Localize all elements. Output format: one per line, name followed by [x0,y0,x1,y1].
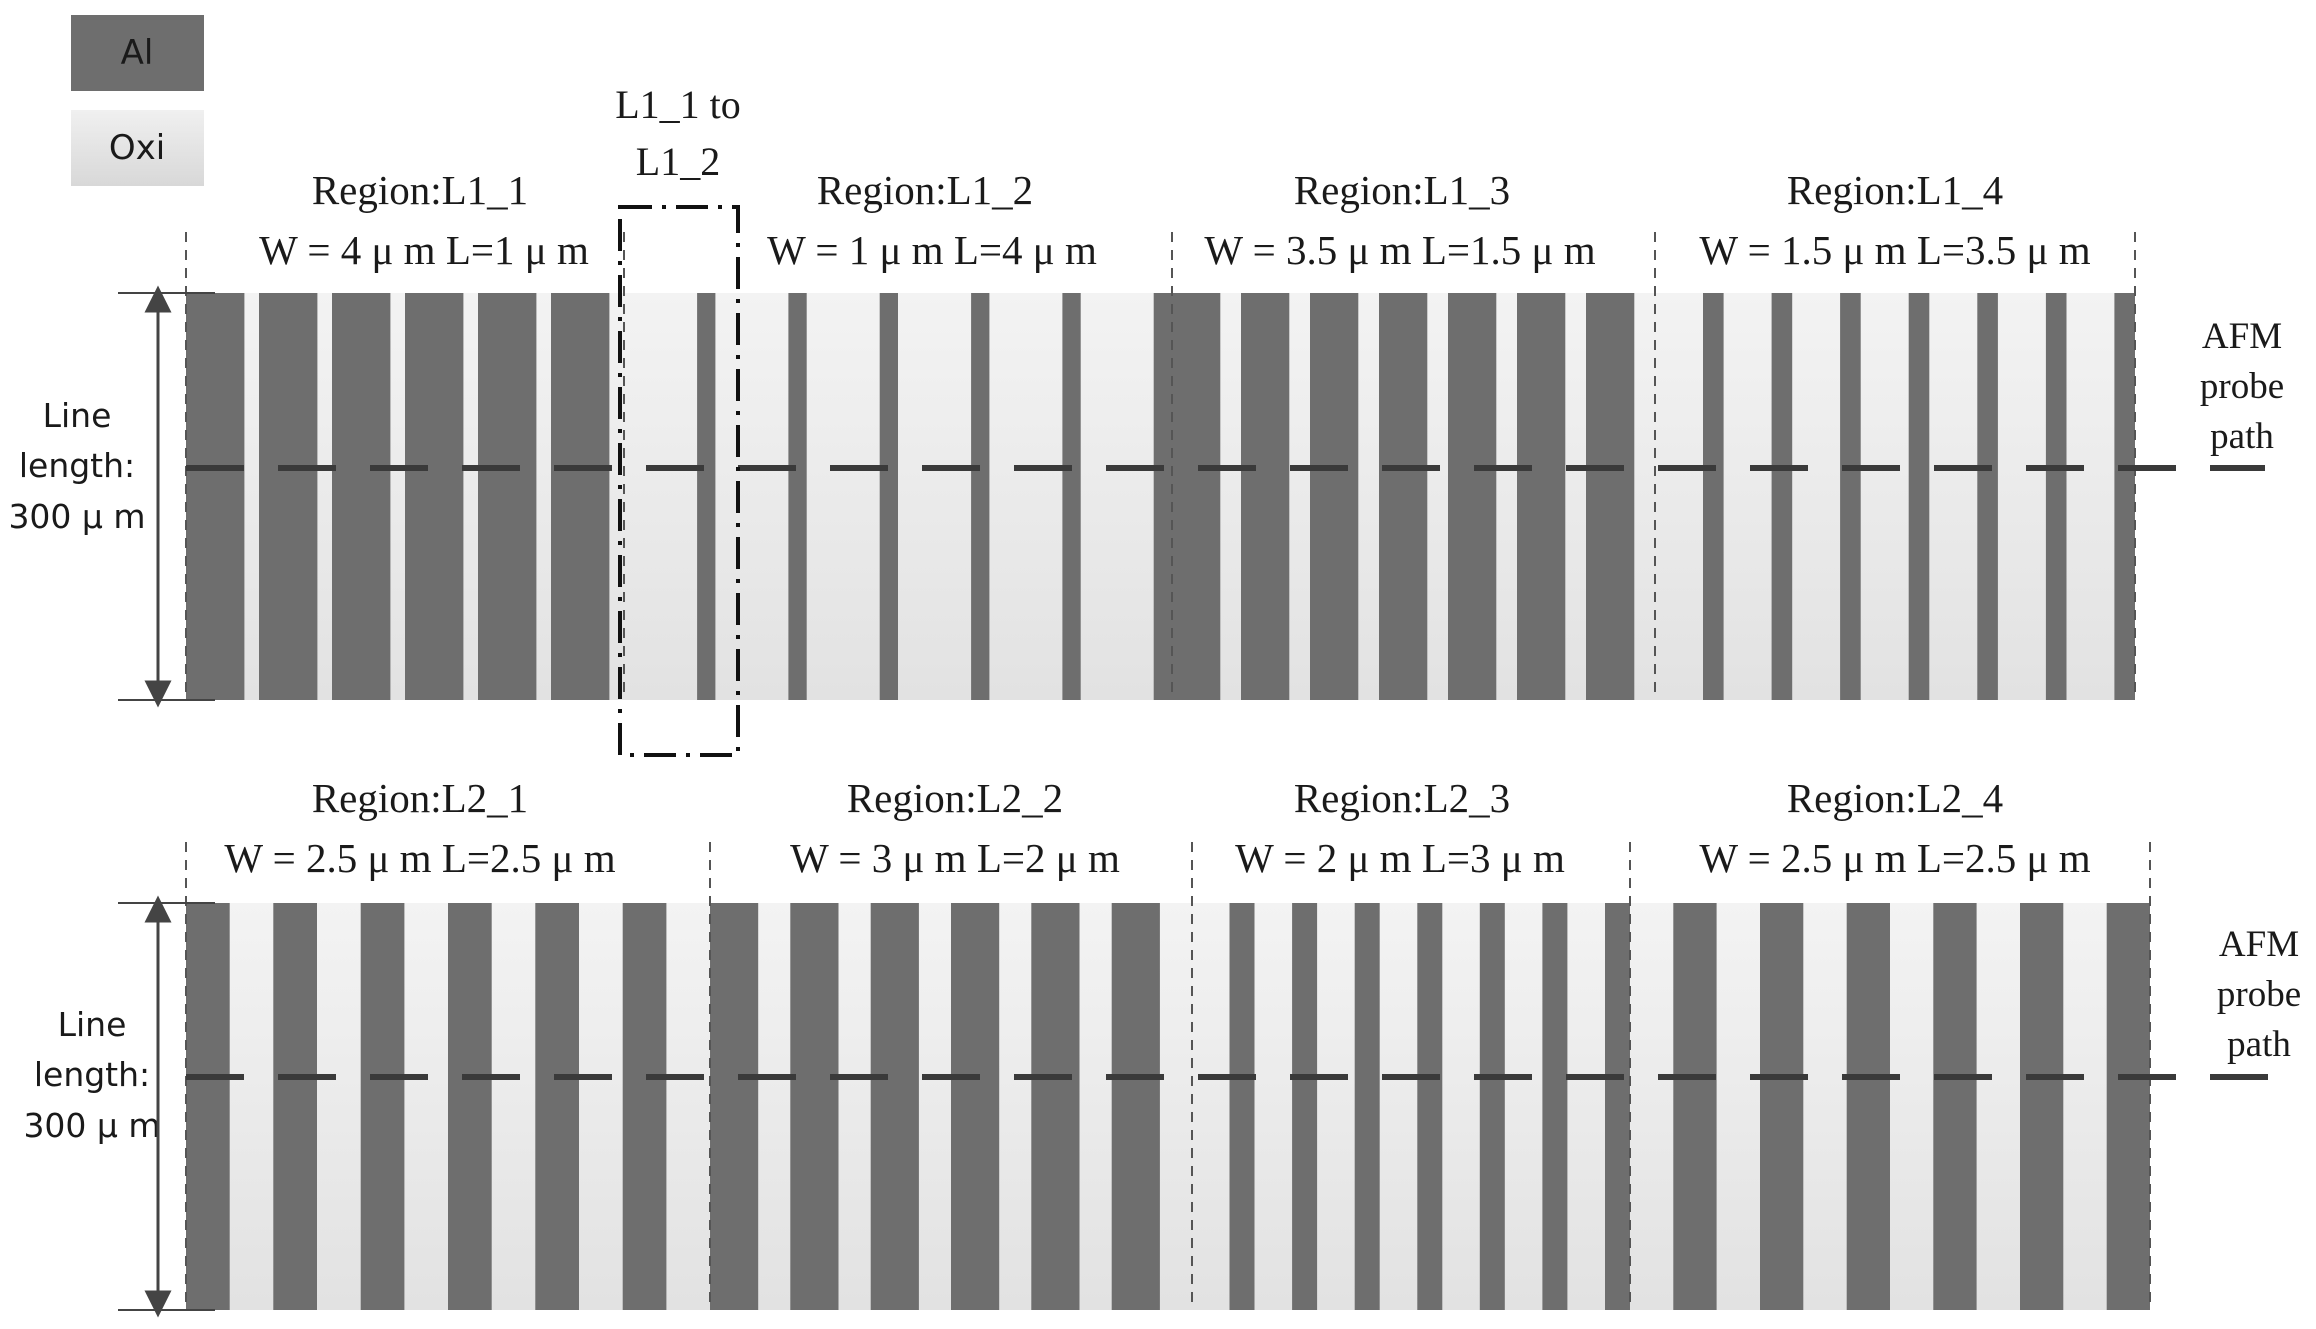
line-length-label-l2-line-2: length: [34,1055,150,1094]
al-line [1760,903,1804,1310]
al-line [1479,903,1505,1310]
legend-label-oxi: Oxi [109,128,165,168]
al-line [1448,293,1497,700]
al-line [788,293,807,700]
al-line [1062,293,1081,700]
al-line [1840,293,1861,700]
region-params-l2-1: W = 2.5 μ m L=2.5 μ m [224,835,615,881]
probe-label-l2-line-2: probe [2217,974,2301,1015]
probe-label-l1-line-3: path [2210,416,2274,457]
line-length-label-l2-line-1: Line [58,1005,127,1044]
al-line [1933,903,1977,1310]
al-line [1673,903,1717,1310]
region-params-l1-4: W = 1.5 μ m L=3.5 μ m [1699,227,2090,273]
al-line [1703,293,1724,700]
region-params-l2-3: W = 2 μ m L=3 μ m [1235,835,1565,881]
al-line [1241,293,1290,700]
al-line [332,293,391,700]
al-line [535,903,579,1310]
region-name-l2-3: Region:L2_3 [1294,775,1510,821]
row-l2-stripes [186,903,2150,1310]
region-name-l1-2: Region:L1_2 [817,167,1033,213]
region-name-l1-1: Region:L1_1 [312,167,528,213]
al-line [1379,293,1428,700]
al-line [2106,903,2150,1310]
al-line [1354,903,1380,1310]
legend-swatch-al [71,15,204,91]
probe-label-l2-line-3: path [2227,1024,2291,1065]
region-params-l2-2: W = 3 μ m L=2 μ m [790,835,1120,881]
line-length-label-l1-line-2: length: [19,446,135,485]
al-line [1908,293,1930,700]
line-length-label-l2-line-3: 300 μ m [23,1106,160,1145]
region-name-l2-2: Region:L2_2 [847,775,1063,821]
al-line [448,903,492,1310]
al-line [879,293,898,700]
probe-label-l2-line-1: AFM [2219,924,2299,965]
al-line [1542,903,1568,1310]
al-line [951,903,1000,1310]
al-line [2020,903,2064,1310]
transition-label-line-1: L1_1 to [615,82,741,127]
al-line [186,293,245,700]
al-line [1310,293,1359,700]
al-line [1771,293,1793,700]
line-length-label-l1-line-1: Line [43,396,112,435]
al-line [1517,293,1566,700]
al-line [1846,903,1890,1310]
al-line [870,903,919,1310]
diagram-overlays [118,205,2268,1318]
al-line [1111,903,1160,1310]
al-line [1586,293,1635,700]
al-line [273,903,317,1310]
region-params-l1-1: W = 4 μ m L=1 μ m [259,227,589,273]
al-line [405,293,464,700]
al-line [1031,903,1080,1310]
legend-label-al: Al [121,33,154,73]
al-line [622,903,667,1310]
transition-box [618,205,740,757]
legend-item-oxi: Oxi [71,110,204,186]
legend-swatch-oxi [71,110,204,186]
al-line [710,903,759,1310]
row-l1-stripes [186,293,2135,700]
region-name-l2-4: Region:L2_4 [1787,775,2003,821]
al-line [1292,903,1318,1310]
al-line [478,293,537,700]
region-name-l1-4: Region:L1_4 [1787,167,2003,213]
legend: Al Oxi [71,15,204,186]
al-line [2114,293,2135,700]
al-line [1172,293,1221,700]
al-line [1229,903,1255,1310]
transition-label-line-2: L1_2 [636,139,720,184]
al-line [1153,293,1172,700]
region-params-l1-2: W = 1 μ m L=4 μ m [767,227,1097,273]
row-l1: Region:L1_1 W = 4 μ m L=1 μ m Region:L1_… [8,167,2284,700]
row-l2: Region:L2_1 W = 2.5 μ m L=2.5 μ m Region… [23,775,2301,1310]
al-line [697,293,716,700]
al-line [2045,293,2067,700]
legend-item-al: Al [71,15,204,91]
al-line [790,903,839,1310]
region-params-l1-3: W = 3.5 μ m L=1.5 μ m [1204,227,1595,273]
line-length-label-l1-line-3: 300 μ m [8,497,145,536]
al-line [1605,903,1630,1310]
al-line [971,293,990,700]
region-name-l1-3: Region:L1_3 [1294,167,1510,213]
al-line [1977,293,1998,700]
probe-label-l1-line-1: AFM [2202,316,2282,357]
region-params-l2-4: W = 2.5 μ m L=2.5 μ m [1699,835,2090,881]
al-line [1417,903,1443,1310]
al-line [259,293,318,700]
al-line [186,903,230,1310]
region-name-l2-1: Region:L2_1 [312,775,528,821]
probe-label-l1-line-2: probe [2200,366,2284,407]
al-line [551,293,610,700]
al-line [360,903,405,1310]
